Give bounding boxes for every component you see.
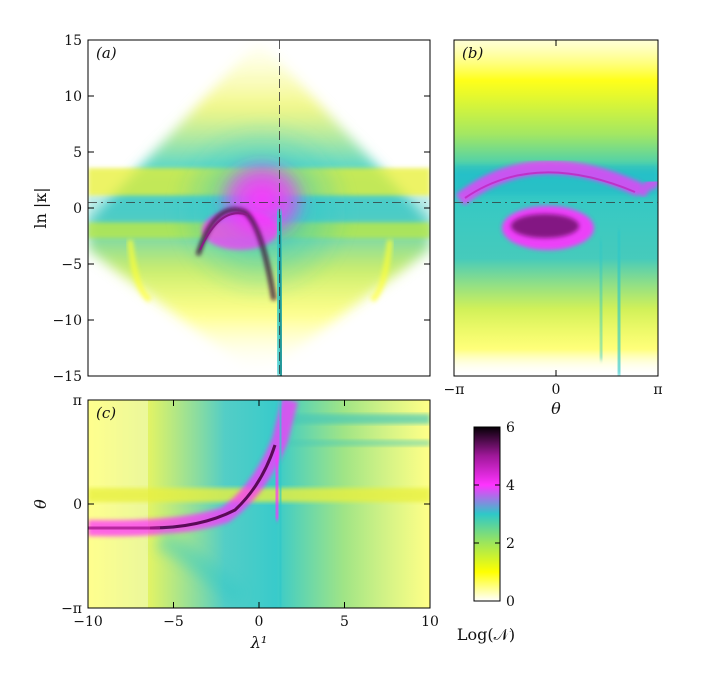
panel-b-xlabel: θ — [551, 399, 561, 418]
y-tick-label: 15 — [64, 33, 82, 49]
panel-c-density — [88, 400, 430, 608]
x-tick-label: −10 — [73, 614, 103, 630]
y-tick-label: 5 — [73, 145, 82, 161]
x-tick-label: 0 — [552, 382, 561, 398]
panel-a-ylabel: ln |κ| — [31, 187, 50, 228]
panel-c: −10 −5 0 5 10 π 0 −π (c) λ¹ θ — [31, 393, 439, 652]
y-tick-label: −15 — [52, 369, 82, 385]
x-tick-label: π — [653, 382, 662, 398]
colorbar-ticks: 6 4 2 0 — [474, 420, 515, 610]
y-tick-label: π — [73, 393, 82, 409]
x-tick-label: 0 — [255, 614, 264, 630]
colorbar-tick-label: 4 — [506, 478, 515, 494]
x-tick-label: −π — [444, 382, 465, 398]
colorbar-tick-label: 0 — [506, 594, 515, 610]
y-tick-label: 0 — [73, 201, 82, 217]
colorbar: 6 4 2 0 Log(𝒩) — [457, 420, 515, 644]
y-tick-label: −π — [61, 601, 82, 617]
colorbar-tick-label: 6 — [506, 420, 515, 436]
panel-a-y-ticks: 15 10 5 0 −5 −10 −15 — [52, 33, 430, 385]
panel-c-label: (c) — [96, 404, 116, 422]
x-tick-label: 10 — [421, 614, 439, 630]
panel-c-y-ticks: π 0 −π — [61, 393, 430, 617]
panel-b: −π 0 π (b) θ — [444, 39, 663, 418]
panel-c-xlabel: λ¹ — [250, 633, 268, 652]
y-tick-label: −5 — [61, 257, 82, 273]
colorbar-label: Log(𝒩) — [457, 625, 515, 644]
panel-a-density — [88, 40, 430, 376]
x-tick-label: 5 — [340, 614, 349, 630]
panel-c-ylabel: θ — [31, 499, 50, 509]
panel-c-x-ticks: −10 −5 0 5 10 — [73, 400, 439, 630]
panel-a: 15 10 5 0 −5 −10 −15 (a) ln |κ| — [31, 33, 431, 385]
panel-b-label: (b) — [462, 44, 483, 62]
y-tick-label: −10 — [52, 313, 82, 329]
y-tick-label: 0 — [73, 497, 82, 513]
colorbar-tick-label: 2 — [506, 536, 515, 552]
y-tick-label: 10 — [64, 89, 82, 105]
x-tick-label: −5 — [163, 614, 184, 630]
panel-b-x-ticks: −π 0 π — [444, 40, 663, 398]
panel-b-density — [454, 40, 658, 376]
colorbar-gradient — [473, 426, 501, 602]
panel-a-label: (a) — [96, 44, 117, 62]
